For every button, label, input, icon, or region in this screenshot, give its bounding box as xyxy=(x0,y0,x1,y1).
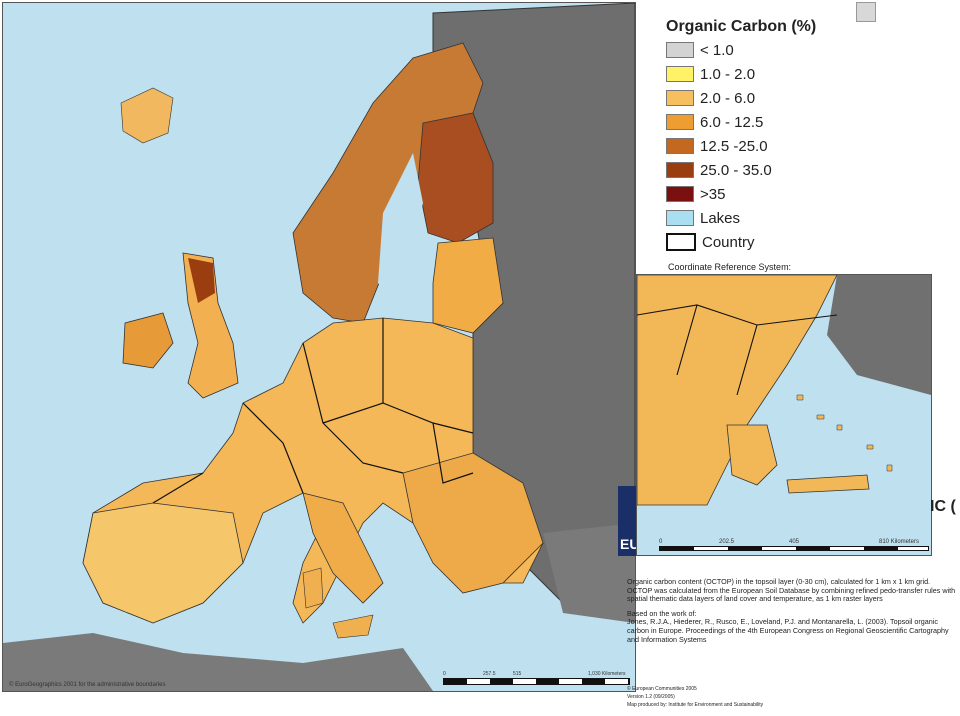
legend-item: < 1.0 xyxy=(666,40,734,60)
baltic-sea xyxy=(378,153,423,303)
greece-inset-map[interactable]: 0 202.5 405 810 Kilometers xyxy=(636,274,932,556)
scalebar-bar xyxy=(443,678,630,685)
legend-swatch xyxy=(666,42,694,58)
italy xyxy=(302,492,384,604)
balkans xyxy=(402,452,544,594)
europe-map[interactable]: © EuroGeographics 2001 for the administr… xyxy=(2,2,636,692)
legend-item: Lakes xyxy=(666,208,740,228)
country-borders xyxy=(152,318,474,504)
scotland-peat xyxy=(188,258,215,303)
legend-title: Organic Carbon (%) xyxy=(666,18,817,35)
legend-label: Lakes xyxy=(700,209,741,227)
scale-tick: 257.5 xyxy=(483,671,496,677)
legend-item: 25.0 - 35.0 xyxy=(666,160,772,180)
legend-label: Country xyxy=(702,233,755,251)
inset-scalebar-bar xyxy=(659,546,929,551)
scale-tick: 202.5 xyxy=(719,539,735,545)
version-text: Version 1.2 (09/2005) xyxy=(627,694,675,700)
map-canvas xyxy=(3,3,635,691)
map-description: Organic carbon content (OCTOP) in the to… xyxy=(627,577,957,650)
map-footer: © European Communities 2005 Version 1.2 … xyxy=(627,686,763,710)
legend-item: 6.0 - 12.5 xyxy=(666,112,763,132)
window-icon xyxy=(856,2,876,22)
legend-swatch xyxy=(666,186,694,202)
legend-label: < 1.0 xyxy=(700,41,734,59)
producer-text: Map produced by: Institute for Environme… xyxy=(627,702,764,708)
scale-tick: 810 Kilometers xyxy=(879,539,920,545)
description-paragraph: Organic carbon content (OCTOP) in the to… xyxy=(627,577,956,604)
inset-islands xyxy=(796,394,893,472)
legend-label: >35 xyxy=(700,185,726,203)
legend-label: 12.5 -25.0 xyxy=(700,137,768,155)
legend-item: 2.0 - 6.0 xyxy=(666,88,755,108)
legend-item: 1.0 - 2.0 xyxy=(666,64,755,84)
scale-tick: 405 xyxy=(789,539,800,545)
legend-label: 25.0 - 35.0 xyxy=(700,161,772,179)
iceland xyxy=(120,87,174,144)
inset-grey-land xyxy=(827,275,931,395)
inset-borders xyxy=(637,304,838,396)
inset-canvas xyxy=(637,275,931,506)
map-scalebar: 0 257.5 515 1,030 Kilometers xyxy=(443,671,630,685)
legend-item: 12.5 -25.0 xyxy=(666,136,768,156)
turkey-landmass xyxy=(543,523,635,623)
legend-swatch xyxy=(666,210,694,226)
map-legend: Organic Carbon (%) < 1.0 1.0 - 2.0 2.0 -… xyxy=(664,10,874,272)
background-label: EU xyxy=(620,536,640,552)
legend-item: >35 xyxy=(666,184,725,204)
legend-swatch xyxy=(666,138,694,154)
sicily xyxy=(332,614,374,639)
inset-scalebar: 0 202.5 405 810 Kilometers xyxy=(659,539,929,551)
legend-swatch xyxy=(666,233,696,251)
description-paragraph: Jones, R.J.A., Hiederer, R., Rusco, E., … xyxy=(627,617,949,644)
inset-crete xyxy=(786,474,870,494)
scalebar-ticks: 0 257.5 515 1,030 Kilometers xyxy=(443,671,628,677)
scale-tick: 0 xyxy=(659,539,663,545)
legend-swatch xyxy=(666,66,694,82)
baltic-states xyxy=(432,237,504,334)
legend-item: Country xyxy=(666,232,755,252)
description-heading: Based on the work of: xyxy=(627,608,697,618)
legend-label: 6.0 - 12.5 xyxy=(700,113,764,131)
inset-peloponnese xyxy=(726,424,778,486)
scale-tick: 515 xyxy=(513,671,522,677)
legend-label: 1.0 - 2.0 xyxy=(700,65,756,83)
legend-swatch xyxy=(666,114,694,130)
scale-tick: 0 xyxy=(443,671,446,677)
crs-label: Coordinate Reference System: xyxy=(668,262,792,272)
map-attribution: © EuroGeographics 2001 for the administr… xyxy=(9,682,166,688)
ireland xyxy=(122,312,174,369)
scale-tick: 1,030 Kilometers xyxy=(588,671,626,677)
sardinia xyxy=(302,567,324,609)
legend-swatch xyxy=(666,162,694,178)
legend-swatch xyxy=(666,90,694,106)
background-label-right: IC ( xyxy=(930,498,956,515)
copyright-text: © European Communities 2005 xyxy=(627,686,697,692)
iberia xyxy=(82,502,244,624)
legend-label: 2.0 - 6.0 xyxy=(700,89,756,107)
north-africa xyxy=(3,633,433,691)
